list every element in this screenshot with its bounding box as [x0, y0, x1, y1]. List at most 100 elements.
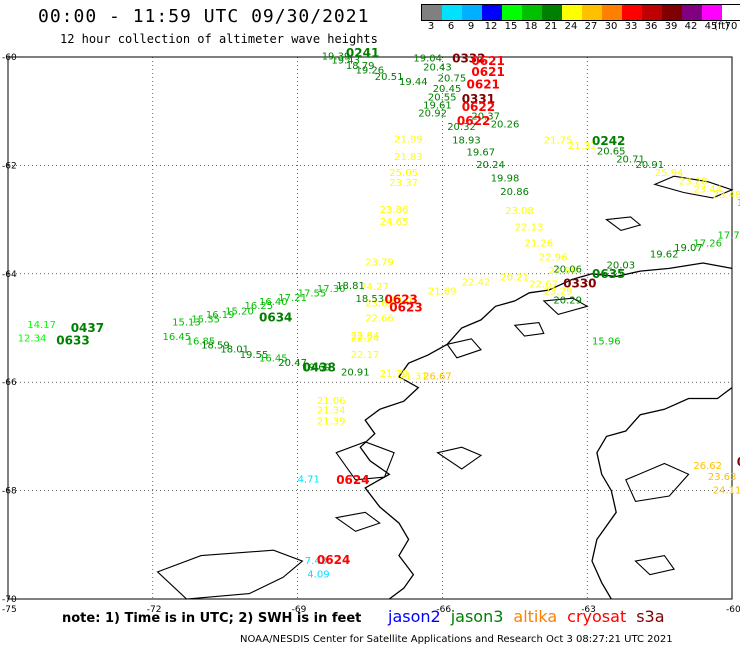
pass-time-label: 0635	[592, 267, 625, 281]
color-swatch	[622, 5, 642, 20]
island-outline	[335, 441, 395, 481]
lat-axis-label: -68	[2, 487, 17, 497]
wave-height-label: 21.99	[394, 135, 423, 146]
wave-height-label: 23.86	[380, 205, 409, 216]
wave-height-label: 22.84	[351, 331, 380, 342]
color-swatch	[662, 5, 682, 20]
wave-height-label: 16.25	[245, 301, 274, 312]
wave-height-label: 20.37	[471, 111, 500, 122]
wave-height-label: 24.65	[380, 217, 409, 228]
wave-height-label: 16.45	[163, 332, 192, 343]
wave-height-label: 4.09	[307, 569, 329, 580]
color-swatch	[682, 5, 702, 20]
wave-height-label: 23.44	[693, 185, 722, 196]
color-scale-label: 21	[544, 21, 558, 32]
pass-time-label: 0622	[457, 114, 490, 128]
wave-height-label: 19.39	[322, 52, 351, 63]
wave-height-label: 22.66	[365, 314, 394, 325]
color-scale-label: 70	[724, 21, 738, 32]
color-swatch	[462, 5, 482, 20]
color-scale-label: 15	[504, 21, 518, 32]
lat-axis-label: -62	[2, 161, 17, 171]
wave-height-label: 23.28	[679, 176, 708, 187]
wave-height-label: 4.71	[298, 475, 320, 486]
pass-time-label: 0332	[452, 51, 485, 65]
wave-height-label: 22.96	[539, 252, 568, 263]
wave-height-label: 25.94	[655, 168, 684, 179]
color-scale-labels: 3 6 9 12 15 18 21 24 27 30 33 36 39 42 45 70	[421, 21, 740, 32]
wave-height-label: 18.79	[346, 61, 375, 72]
wave-height-label: 19.55	[240, 350, 269, 361]
wave-height-label: 22.13	[515, 222, 544, 233]
wave-height-label: 21.69	[428, 286, 457, 297]
color-scale-label: 12	[484, 21, 498, 32]
island-outline	[513, 322, 545, 337]
color-scale-label: 42	[684, 21, 698, 32]
lon-axis-label: -69	[292, 605, 307, 615]
lon-axis-label: -72	[147, 605, 162, 615]
color-scale-label: 39	[664, 21, 678, 32]
wave-height-label: 20.55	[428, 92, 457, 103]
wave-height-label: 22.80	[549, 266, 578, 277]
wave-height-label: 17.30	[317, 284, 346, 295]
color-scale-label: 33	[624, 21, 638, 32]
color-scale-label: 18	[524, 21, 538, 32]
wave-height-label: 20.91	[636, 160, 665, 171]
wave-height-label: 23.01	[389, 296, 418, 307]
wave-height-label: 23.63	[708, 472, 737, 483]
color-scale-unit: (ft)	[714, 21, 730, 32]
wave-height-label: 17.55	[298, 289, 327, 300]
color-scale-label: 6	[447, 21, 455, 32]
lat-axis-label: -60	[2, 53, 17, 63]
wave-height-label: 17.26	[693, 239, 722, 250]
wave-height-label: 23.08	[505, 206, 534, 217]
lon-axis-label: -75	[2, 605, 17, 615]
color-swatch	[642, 5, 662, 20]
pass-time-label: 0622	[462, 100, 495, 114]
wave-height-label: 22.42	[462, 278, 491, 289]
wave-height-label: 21.31	[399, 372, 428, 383]
wave-height-label: 16.85	[187, 336, 216, 347]
color-scale-label: 30	[604, 21, 618, 32]
island-outline	[625, 462, 690, 503]
wave-height-label: 16.40	[259, 297, 288, 308]
wave-height-label: 23.48	[713, 190, 740, 201]
wave-height-label: 23.29	[544, 286, 573, 297]
wave-height-label: 21.26	[525, 239, 554, 250]
pass-time-label: 0242	[592, 134, 625, 148]
wave-height-label: 16.45	[259, 354, 288, 365]
satellite-legend-altika: altika	[513, 607, 558, 626]
island-outline	[446, 338, 482, 359]
wave-height-label: 21.83	[394, 152, 423, 163]
color-swatch	[482, 5, 502, 20]
color-scale-label: 27	[584, 21, 598, 32]
wave-height-label: 19.43	[331, 56, 360, 67]
pass-time-label: 0633	[56, 333, 89, 347]
wave-height-label: 20.75	[438, 73, 467, 84]
pass-time-label: 0	[737, 455, 740, 469]
color-scale-label: 9	[467, 21, 475, 32]
pass-time-label: 0634	[259, 311, 292, 325]
wave-height-label: 18.01	[220, 344, 249, 355]
wave-height-label: 17.75	[718, 231, 740, 242]
page-title: 00:00 - 11:59 UTC 09/30/2021	[38, 6, 370, 27]
wave-height-label: 18.93	[452, 136, 481, 147]
wave-height-label: 21.31	[568, 141, 597, 152]
island-outline	[605, 216, 642, 232]
color-swatch	[502, 5, 522, 20]
footnote: note: 1) Time is in UTC; 2) SWH is in fe…	[62, 611, 362, 626]
island-outline	[156, 549, 304, 600]
wave-height-label: 20.47	[278, 358, 307, 369]
color-swatch	[422, 5, 442, 20]
wave-height-label: 19.07	[674, 243, 703, 254]
satellite-legend-jason3: jason3	[450, 607, 504, 626]
color-swatch	[602, 5, 622, 20]
wave-height-label: 19.98	[491, 174, 520, 185]
pass-time-label: 0624	[317, 553, 350, 567]
wave-height-label: 19.62	[650, 250, 679, 261]
pass-time-label: 0621	[471, 65, 504, 79]
wave-height-label: 20.29	[553, 296, 582, 307]
peninsula-east-coastline	[591, 387, 733, 600]
wave-height-label: 22.24	[351, 334, 380, 345]
